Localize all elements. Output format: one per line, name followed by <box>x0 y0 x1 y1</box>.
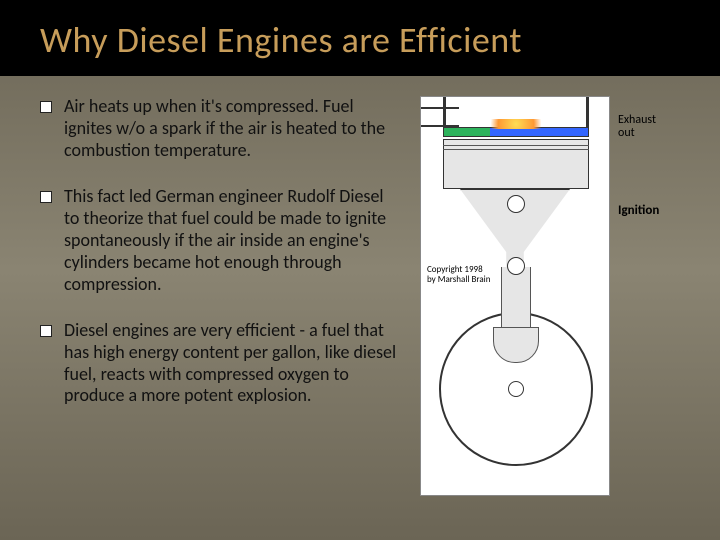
crank-center-icon <box>508 381 524 397</box>
diagram-frame: Copyright 1998 by Marshall Brain <box>420 96 610 496</box>
rod-pin-icon <box>507 257 525 275</box>
engine-diagram: Copyright 1998 by Marshall Brain Exhaust… <box>420 96 680 496</box>
piston-ring <box>443 145 589 146</box>
ignition-label: Ignition <box>618 204 673 218</box>
copyright-text: Copyright 1998 by Marshall Brain <box>427 265 490 285</box>
wrist-pin-icon <box>507 195 525 213</box>
bullet-text: Diesel engines are very efficient - a fu… <box>64 320 400 408</box>
piston-ring <box>443 149 589 150</box>
checkbox-icon <box>40 101 52 113</box>
exhaust-label: Exhaust out <box>618 114 673 140</box>
list-item: Air heats up when it's compressed. Fuel … <box>40 96 400 162</box>
list-item: Diesel engines are very efficient - a fu… <box>40 320 400 408</box>
bullet-text: This fact led German engineer Rudolf Die… <box>64 186 400 296</box>
bullet-list: Air heats up when it's compressed. Fuel … <box>40 96 420 496</box>
checkbox-icon <box>40 325 52 337</box>
title-bar: Why Diesel Engines are Efficient <box>0 0 720 76</box>
combustion-flame-icon <box>491 119 541 129</box>
bullet-text: Air heats up when it's compressed. Fuel … <box>64 96 400 162</box>
piston <box>443 139 589 189</box>
checkbox-icon <box>40 191 52 203</box>
list-item: This fact led German engineer Rudolf Die… <box>40 186 400 296</box>
copyright-line: by Marshall Brain <box>427 274 490 285</box>
slide-title: Why Diesel Engines are Efficient <box>40 18 680 62</box>
content-area: Air heats up when it's compressed. Fuel … <box>0 76 720 516</box>
